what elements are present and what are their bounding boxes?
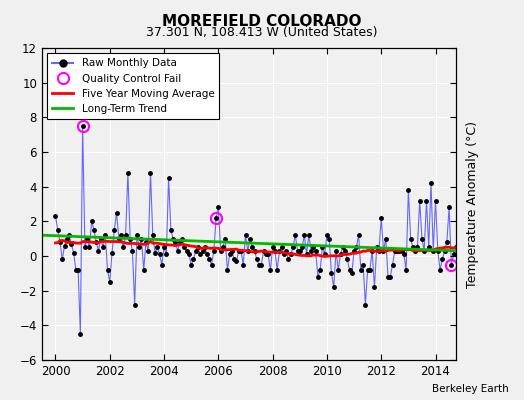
Legend: Raw Monthly Data, Quality Control Fail, Five Year Moving Average, Long-Term Tren: Raw Monthly Data, Quality Control Fail, …: [47, 53, 220, 119]
Text: Berkeley Earth: Berkeley Earth: [432, 384, 508, 394]
Text: MOREFIELD COLORADO: MOREFIELD COLORADO: [162, 14, 362, 29]
Text: 37.301 N, 108.413 W (United States): 37.301 N, 108.413 W (United States): [146, 26, 378, 39]
Y-axis label: Temperature Anomaly (°C): Temperature Anomaly (°C): [466, 120, 479, 288]
